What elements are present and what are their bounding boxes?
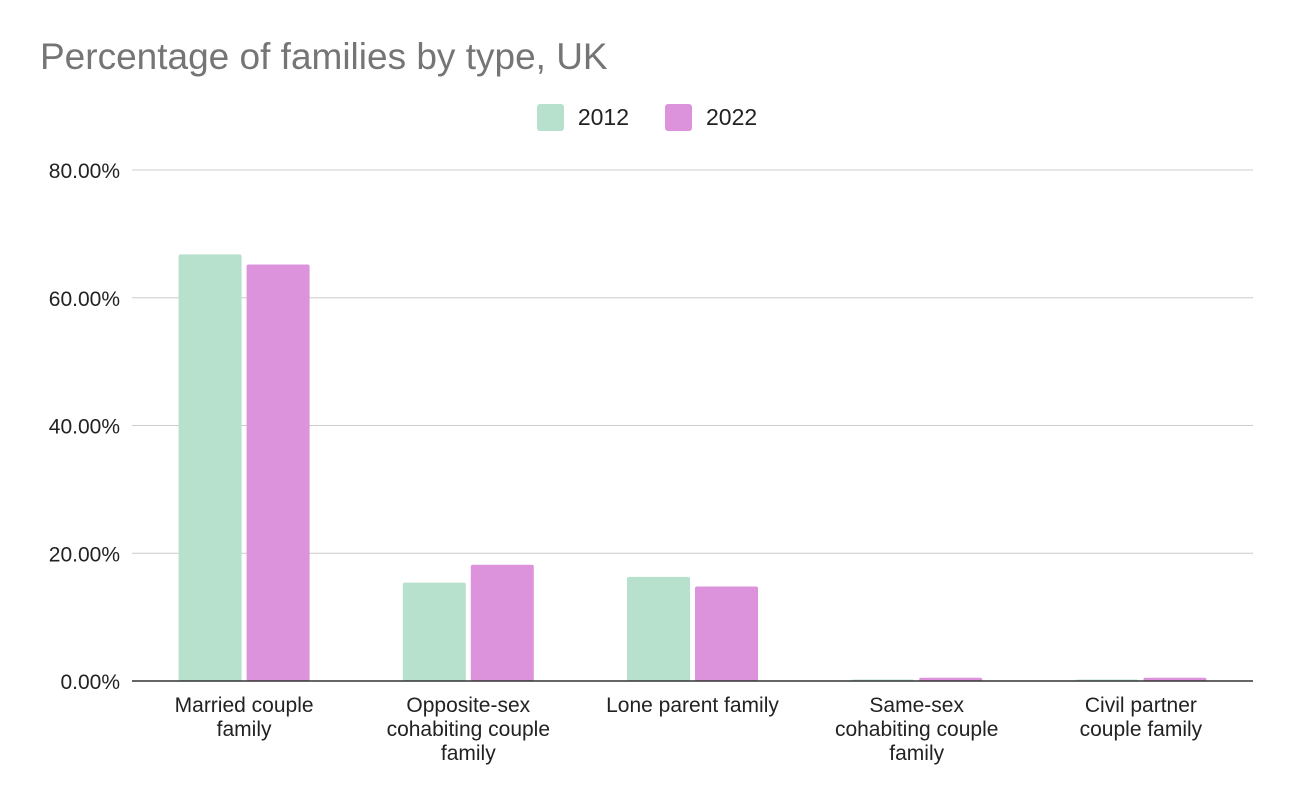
legend: 2012 2022 — [0, 104, 1294, 131]
legend-item-2022[interactable]: 2022 — [665, 104, 757, 131]
x-tick-label: Same-sex cohabiting couple family — [835, 694, 998, 765]
bar-2022 — [695, 586, 758, 681]
y-tick-label: 80.00% — [49, 160, 120, 183]
bar-2012 — [178, 254, 242, 681]
bar-2012 — [402, 582, 466, 681]
legend-item-2012[interactable]: 2012 — [536, 104, 629, 131]
bar-2012 — [627, 576, 690, 681]
x-tick-label: Opposite-sex cohabiting couple family — [387, 694, 550, 765]
legend-label-2022: 2022 — [706, 104, 758, 130]
x-tick-label: Lone parent family — [606, 694, 779, 717]
y-tick-label: 20.00% — [49, 543, 120, 566]
x-tick-label: Civil partner couple family — [1080, 694, 1203, 741]
legend-swatch-2012 — [536, 104, 564, 131]
bar-2022 — [470, 564, 534, 681]
y-tick-label: 0.00% — [60, 671, 120, 694]
x-tick-label: Married couple family — [175, 694, 314, 741]
bar-2022 — [246, 264, 310, 681]
y-tick-label: 40.00% — [49, 416, 120, 439]
legend-swatch-2022 — [665, 104, 692, 131]
chart-title: Percentage of families by type, UK — [40, 36, 608, 77]
bar-2022 — [919, 677, 983, 681]
y-tick-label: 60.00% — [49, 288, 120, 311]
bar-2022 — [1143, 677, 1207, 681]
legend-label-2012: 2012 — [577, 104, 629, 130]
